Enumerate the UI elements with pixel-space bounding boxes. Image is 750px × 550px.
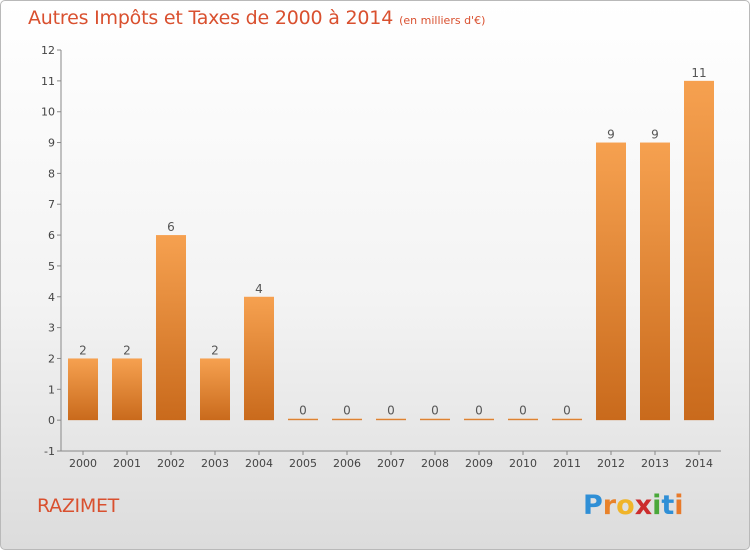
y-tick-label: 10 (41, 106, 55, 119)
y-tick-label: -1 (44, 445, 55, 458)
data-label: 2 (79, 343, 87, 357)
bar (596, 142, 626, 421)
bar (508, 418, 538, 421)
commune-name: RAZIMET (37, 495, 119, 517)
data-label: 2 (211, 343, 219, 357)
title-text: Autres Impôts et Taxes de 2000 à 2014 (28, 7, 394, 29)
x-tick-label: 2007 (377, 457, 405, 470)
data-label: 6 (167, 220, 175, 234)
bar (200, 358, 230, 421)
data-label: 4 (255, 282, 263, 296)
bar (552, 418, 582, 421)
data-label: 0 (563, 404, 571, 418)
data-label: 0 (431, 404, 439, 418)
data-label: 2 (123, 343, 131, 357)
bar (420, 418, 450, 421)
bar (288, 418, 318, 421)
x-tick-label: 2006 (333, 457, 361, 470)
bar (156, 235, 186, 421)
y-tick-label: 3 (48, 322, 55, 335)
y-tick-label: 11 (41, 75, 55, 88)
x-tick-label: 2013 (641, 457, 669, 470)
data-label: 0 (387, 404, 395, 418)
bar (332, 418, 362, 421)
x-tick-label: 2003 (201, 457, 229, 470)
bar (68, 358, 98, 421)
y-tick-label: 5 (48, 260, 55, 273)
x-tick-label: 2010 (509, 457, 537, 470)
data-label: 9 (607, 128, 615, 142)
y-tick-label: 1 (48, 383, 55, 396)
data-label: 0 (519, 404, 527, 418)
x-tick-label: 2004 (245, 457, 273, 470)
x-tick-label: 2000 (69, 457, 97, 470)
x-tick-label: 2014 (685, 457, 713, 470)
y-tick-label: 7 (48, 198, 55, 211)
x-tick-label: 2011 (553, 457, 581, 470)
proxiti-logo: Proxiti (583, 490, 684, 521)
x-tick-label: 2002 (157, 457, 185, 470)
bar (244, 296, 274, 421)
data-label: 9 (651, 128, 659, 142)
x-tick-label: 2005 (289, 457, 317, 470)
bar (640, 142, 670, 421)
y-tick-label: 2 (48, 352, 55, 365)
y-tick-label: 8 (48, 167, 55, 180)
y-tick-label: 4 (48, 291, 55, 304)
x-tick-label: 2009 (465, 457, 493, 470)
data-label: 0 (475, 404, 483, 418)
y-tick-label: 12 (41, 44, 55, 57)
unit-text: (en milliers d'€) (399, 14, 486, 27)
bar (684, 80, 714, 421)
bar (376, 418, 406, 421)
y-tick-label: 9 (48, 137, 55, 150)
bar (112, 358, 142, 421)
data-label: 11 (691, 66, 706, 80)
y-tick-label: 6 (48, 229, 55, 242)
data-label: 0 (343, 404, 351, 418)
data-label: 0 (299, 404, 307, 418)
bar (464, 418, 494, 421)
chart-title: Autres Impôts et Taxes de 2000 à 2014 (en… (28, 7, 485, 29)
x-tick-label: 2001 (113, 457, 141, 470)
x-tick-label: 2012 (597, 457, 625, 470)
x-tick-label: 2008 (421, 457, 449, 470)
y-tick-label: 0 (48, 414, 55, 427)
